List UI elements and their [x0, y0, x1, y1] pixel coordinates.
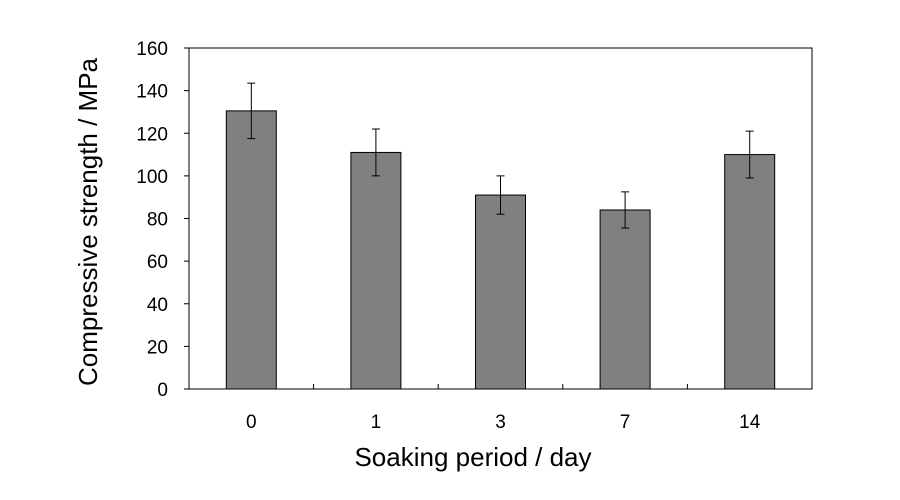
x-tick-label: 1 — [371, 412, 382, 433]
error-bars — [247, 82, 754, 229]
x-axis-title: Soaking period / day — [354, 442, 591, 472]
y-tick-label: 40 — [147, 295, 168, 316]
y-axis-title: Compressive strength / MPa — [73, 57, 103, 386]
y-tick-label: 100 — [136, 167, 168, 188]
y-tick-label: 60 — [147, 252, 168, 273]
error-bar — [247, 82, 256, 140]
error-bar — [371, 128, 380, 177]
y-tick-label: 20 — [147, 337, 168, 358]
y-axis-tick-labels: 0 20 40 60 80 100 120 140 160 — [136, 39, 168, 401]
y-tick-label: 160 — [136, 39, 168, 60]
x-tick-label: 0 — [246, 412, 257, 433]
bar — [350, 151, 402, 390]
x-axis-ticks — [313, 384, 688, 389]
y-tick-label: 120 — [136, 124, 168, 145]
bar — [599, 209, 651, 390]
x-tick-label: 7 — [620, 412, 631, 433]
x-tick-label: 14 — [739, 412, 761, 433]
y-tick-label: 0 — [157, 380, 168, 401]
y-tick-label: 140 — [136, 82, 168, 103]
bar — [475, 194, 526, 390]
error-bar — [496, 175, 505, 215]
error-bar — [745, 130, 754, 179]
y-tick-label: 80 — [147, 210, 168, 231]
bar — [724, 154, 776, 390]
bar-series — [225, 110, 776, 390]
x-tick-label: 3 — [495, 412, 506, 433]
bar — [225, 110, 277, 390]
error-bar — [621, 191, 630, 229]
x-axis-tick-labels: 0 1 3 7 14 — [246, 412, 761, 433]
y-axis-ticks — [184, 47, 189, 390]
